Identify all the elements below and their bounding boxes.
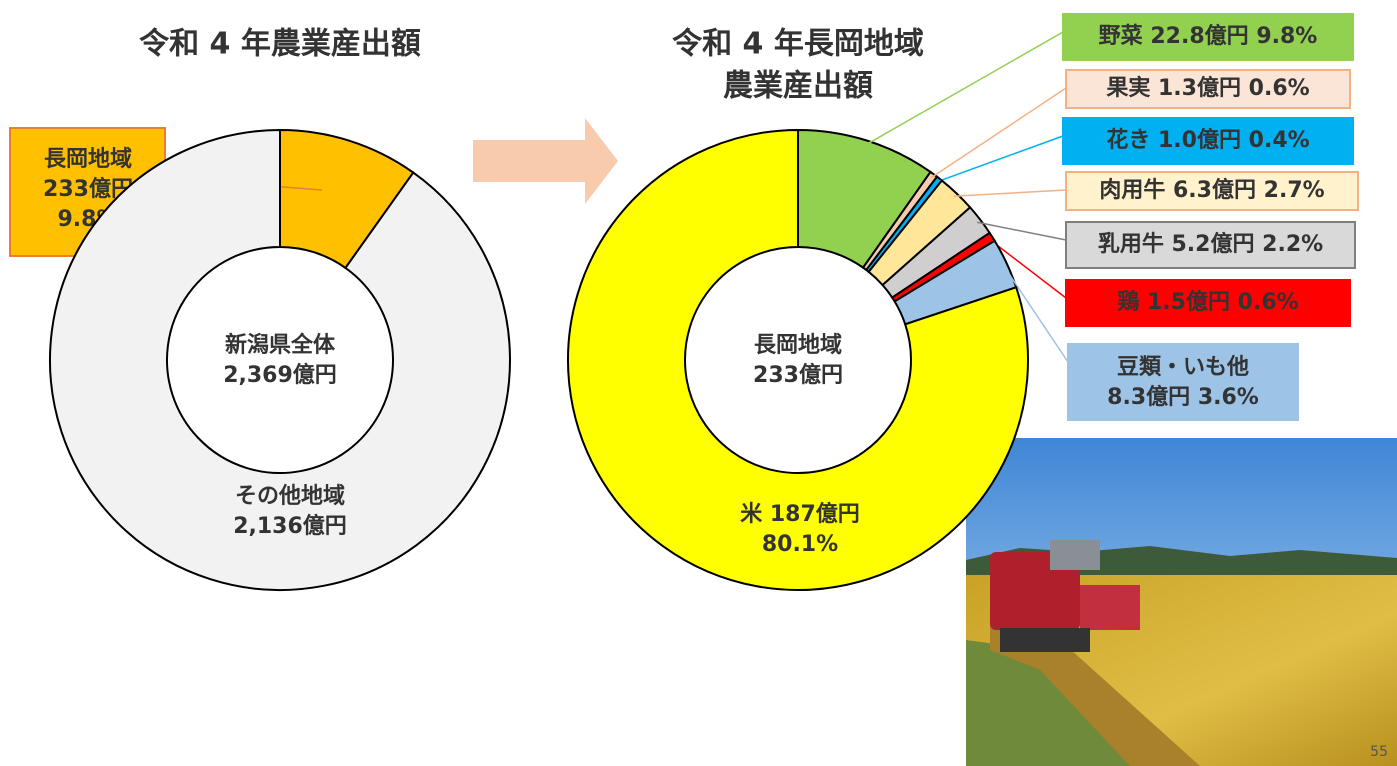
leader-line (988, 238, 1067, 299)
data-label: 長岡地域 (44, 146, 132, 172)
data-label: 肉用牛 6.3億円 2.7% (1099, 177, 1324, 203)
label-part: 1.0億円 (1158, 127, 1241, 153)
data-label: 豆類・いも他 (1117, 355, 1249, 380)
leader-line (865, 31, 1064, 146)
leader-line (977, 221, 1067, 241)
label-part: 6.3億円 (1173, 177, 1256, 203)
data-label: その他地域 (235, 483, 345, 509)
data-label: 花き 1.0億円 0.4% (1106, 127, 1309, 153)
label-part: 0.6% (1249, 76, 1310, 101)
label-part: 花き (1106, 127, 1150, 153)
label-box (1065, 171, 1359, 211)
label-box (1065, 69, 1351, 109)
label-part: 果実 (1106, 75, 1150, 101)
data-label: 鶏 1.5億円 0.6% (1117, 289, 1298, 315)
label-part: 米 (740, 502, 763, 527)
chart-title: 令和 4 年長岡地域 (672, 27, 924, 62)
label-part: 0.6% (1238, 290, 1299, 315)
slice (567, 128, 1029, 591)
label-part: 1.3億円 (1158, 75, 1241, 101)
data-label: 野菜 22.8億円 9.8% (1099, 23, 1318, 49)
data-label: 8.3億円 3.6% (1107, 384, 1259, 410)
label-part: 乳用牛 (1098, 231, 1164, 257)
chart-title: 農業産出額 (723, 69, 873, 104)
data-label: 果実 1.3億円 0.6% (1106, 75, 1309, 101)
leader-line (953, 189, 1067, 198)
center-label: 新潟県全体 (225, 332, 336, 358)
page-number: 55 (1370, 744, 1388, 760)
arrow (473, 118, 618, 204)
label-part: 豆類・いも他 (1117, 355, 1249, 380)
label-part: 5.2億円 (1172, 231, 1255, 257)
label-box (1065, 279, 1351, 327)
label-part: 2.2% (1262, 232, 1323, 257)
label-part: 鶏 (1117, 290, 1139, 315)
label-part: 8.3億円 (1107, 384, 1190, 410)
label-part: 2.7% (1264, 178, 1325, 203)
data-label: 米 187億円 (740, 501, 860, 527)
label-part: 22.8億円 (1150, 23, 1248, 49)
leader-line (1002, 264, 1069, 363)
center-label: 233億円 (753, 362, 843, 388)
label-box (1062, 117, 1354, 165)
data-label: 2,136億円 (233, 513, 347, 539)
label-box (1067, 343, 1299, 421)
label-part: 80.1% (762, 532, 838, 557)
center-label: 長岡地域 (754, 332, 842, 358)
data-label: 80.1% (762, 532, 838, 557)
center-label: 2,369億円 (223, 362, 337, 388)
label-part: その他地域 (235, 483, 345, 509)
label-part: 9.8% (1256, 24, 1317, 49)
photo (966, 438, 1397, 766)
label-part: 3.6% (1198, 385, 1259, 410)
label-part: 2,136億円 (233, 513, 347, 539)
label-part: 1.5億円 (1147, 289, 1230, 315)
label-box (1065, 221, 1356, 269)
label-part: 0.4% (1249, 128, 1310, 153)
data-label: 乳用牛 5.2億円 2.2% (1098, 231, 1323, 257)
chart: 令和 4 年農業産出額長岡地域233億円9.8%その他地域2,136億円新潟県全… (9, 27, 511, 591)
label-box (1062, 13, 1354, 61)
label-part: 肉用牛 (1099, 177, 1165, 203)
leader-line (936, 135, 1064, 183)
chart-title: 令和 4 年農業産出額 (139, 27, 421, 62)
label-part: 野菜 (1099, 24, 1143, 49)
label-part: 187億円 (770, 501, 860, 527)
label-part: 長岡地域 (44, 146, 132, 172)
slice (49, 128, 511, 591)
leader-line (930, 87, 1067, 179)
